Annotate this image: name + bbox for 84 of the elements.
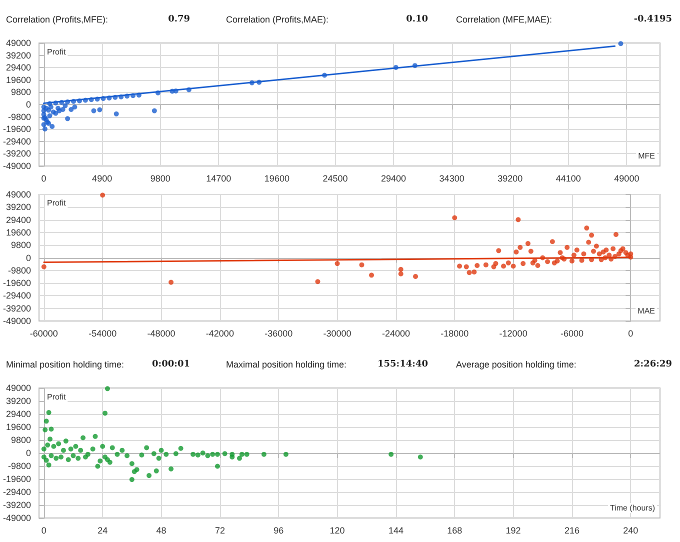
x-tick-label: 19600 [264, 174, 290, 184]
y-tick-label: -9800 [8, 461, 32, 471]
x-tick-label: 39200 [498, 174, 523, 184]
x-tick-label: 48 [156, 526, 166, 536]
x-tick-label: 0 [41, 526, 46, 536]
x-tick-label: -18000 [440, 328, 469, 338]
x-tick-label: -6000 [560, 328, 584, 338]
x-axis-title: Time (hours) [610, 504, 656, 512]
y-tick-label: 39200 [6, 396, 32, 406]
x-tick-label: 34300 [439, 174, 464, 184]
y-tick-label: 39200 [6, 50, 32, 60]
y-tick-label: 19600 [6, 74, 32, 85]
text: Average position holding time: [456, 360, 576, 370]
x-tick-label: 44100 [556, 174, 581, 184]
y-tick-label: -19600 [2, 278, 32, 288]
y-tick-label: -39200 [2, 303, 32, 314]
y-tick-label: -19600 [2, 124, 32, 134]
x-tick-label: -30000 [323, 328, 352, 338]
text: -0.4195 [634, 14, 672, 24]
text: 0.10 [406, 14, 428, 24]
y-tick-label: 29400 [6, 62, 32, 73]
x-axis-title: MAE [638, 306, 656, 316]
x-tick-label: 168 [447, 526, 462, 536]
x-tick-label: -60000 [30, 328, 58, 338]
x-axis-title: MFE [638, 152, 656, 160]
text: 155:14:40 [378, 360, 428, 370]
y-tick-label: 49000 [6, 38, 32, 48]
text: Correlation (MFE,MAE): [456, 14, 552, 24]
x-tick-label: 0 [41, 174, 46, 184]
y-tick-label: 49000 [6, 383, 32, 393]
x-tick-label: 144 [388, 526, 404, 536]
x-tick-label: -12000 [499, 328, 528, 338]
text: Correlation (Profits,MAE): [226, 14, 329, 24]
y-tick-label: -9800 [8, 265, 32, 276]
x-tick-label: -24000 [382, 328, 410, 338]
x-tick-label: -36000 [264, 328, 293, 338]
x-tick-label: 49000 [614, 174, 640, 184]
y-tick-label: 0 [26, 448, 32, 458]
x-tick-label: 96 [274, 526, 284, 536]
x-tick-label: 120 [330, 526, 345, 536]
y-tick-label: -49000 [2, 513, 32, 523]
x-tick-label: 14700 [206, 174, 232, 184]
y-tick-label: 19600 [6, 227, 32, 238]
text: 0.79 [168, 14, 190, 24]
y-tick-label: -29400 [2, 290, 32, 301]
x-tick-label: 29400 [381, 174, 406, 184]
y-tick-label: -9800 [8, 112, 32, 122]
y-tick-label: 9800 [10, 87, 32, 98]
y-tick-label: 9800 [10, 240, 32, 250]
text: Maximal position holding time: [226, 360, 347, 370]
y-tick-label: 39200 [6, 202, 32, 212]
y-tick-label: 9800 [10, 435, 32, 445]
y-tick-label: -29400 [2, 136, 32, 146]
x-tick-label: -42000 [206, 328, 234, 338]
y-tick-label: 19600 [6, 422, 32, 432]
y-tick-label: -49000 [2, 161, 32, 171]
x-tick-label: -54000 [88, 328, 117, 338]
y-tick-label: -29400 [2, 487, 32, 497]
x-tick-label: 192 [506, 526, 521, 536]
text: Minimal position holding time: [6, 360, 124, 370]
y-axis-title: Profit [47, 392, 66, 402]
y-tick-label: 29400 [6, 409, 32, 419]
x-tick-label: 24 [98, 526, 108, 536]
y-tick-label: -39200 [2, 500, 32, 510]
y-axis-title: Profit [47, 48, 66, 56]
y-tick-label: -19600 [2, 474, 32, 484]
text: 0:00:01 [152, 360, 190, 370]
y-tick-label: 49000 [6, 190, 32, 200]
y-tick-label: 29400 [6, 214, 32, 225]
y-tick-label: -39200 [2, 148, 32, 159]
x-tick-label: 72 [214, 526, 225, 536]
x-tick-label: 9800 [150, 174, 170, 184]
x-tick-label: 4900 [92, 174, 112, 184]
text: Correlation (Profits,MFE): [6, 14, 108, 24]
y-tick-label: 0 [26, 252, 32, 263]
x-tick-label: 24500 [322, 174, 348, 184]
y-tick-label: -49000 [2, 316, 32, 326]
y-tick-label: 0 [26, 100, 32, 110]
y-axis-title: Profit [47, 198, 66, 208]
x-tick-label: -48000 [147, 328, 176, 338]
x-tick-label: 240 [623, 526, 638, 536]
text: 2:26:29 [634, 360, 672, 370]
x-tick-label: 216 [564, 526, 580, 536]
x-tick-label: 0 [628, 328, 634, 338]
